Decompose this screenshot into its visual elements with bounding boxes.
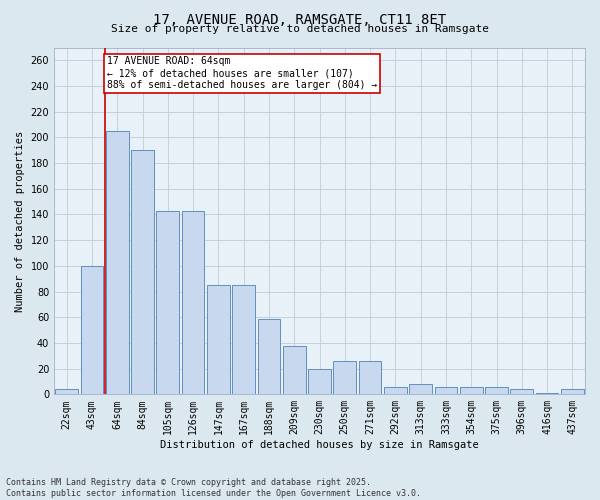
Bar [384,386,407,394]
Text: 17 AVENUE ROAD: 64sqm
← 12% of detached houses are smaller (107)
88% of semi-det: 17 AVENUE ROAD: 64sqm ← 12% of detached … [107,56,377,90]
Bar [485,386,508,394]
Bar [359,361,382,394]
Bar [561,389,584,394]
Bar [409,384,432,394]
X-axis label: Distribution of detached houses by size in Ramsgate: Distribution of detached houses by size … [160,440,479,450]
Bar [308,368,331,394]
Bar [511,389,533,394]
Text: Size of property relative to detached houses in Ramsgate: Size of property relative to detached ho… [111,24,489,34]
Bar [334,361,356,394]
Text: 17, AVENUE ROAD, RAMSGATE, CT11 8ET: 17, AVENUE ROAD, RAMSGATE, CT11 8ET [154,12,446,26]
Bar [157,210,179,394]
Bar [434,386,457,394]
Bar [257,318,280,394]
Bar [131,150,154,394]
Bar [55,389,78,394]
Bar [283,346,305,395]
Text: Contains HM Land Registry data © Crown copyright and database right 2025.
Contai: Contains HM Land Registry data © Crown c… [6,478,421,498]
Y-axis label: Number of detached properties: Number of detached properties [15,130,25,312]
Bar [536,393,559,394]
Bar [232,285,255,395]
Bar [207,285,230,395]
Bar [106,131,128,394]
Bar [80,266,103,394]
Bar [182,210,205,394]
Bar [460,386,482,394]
